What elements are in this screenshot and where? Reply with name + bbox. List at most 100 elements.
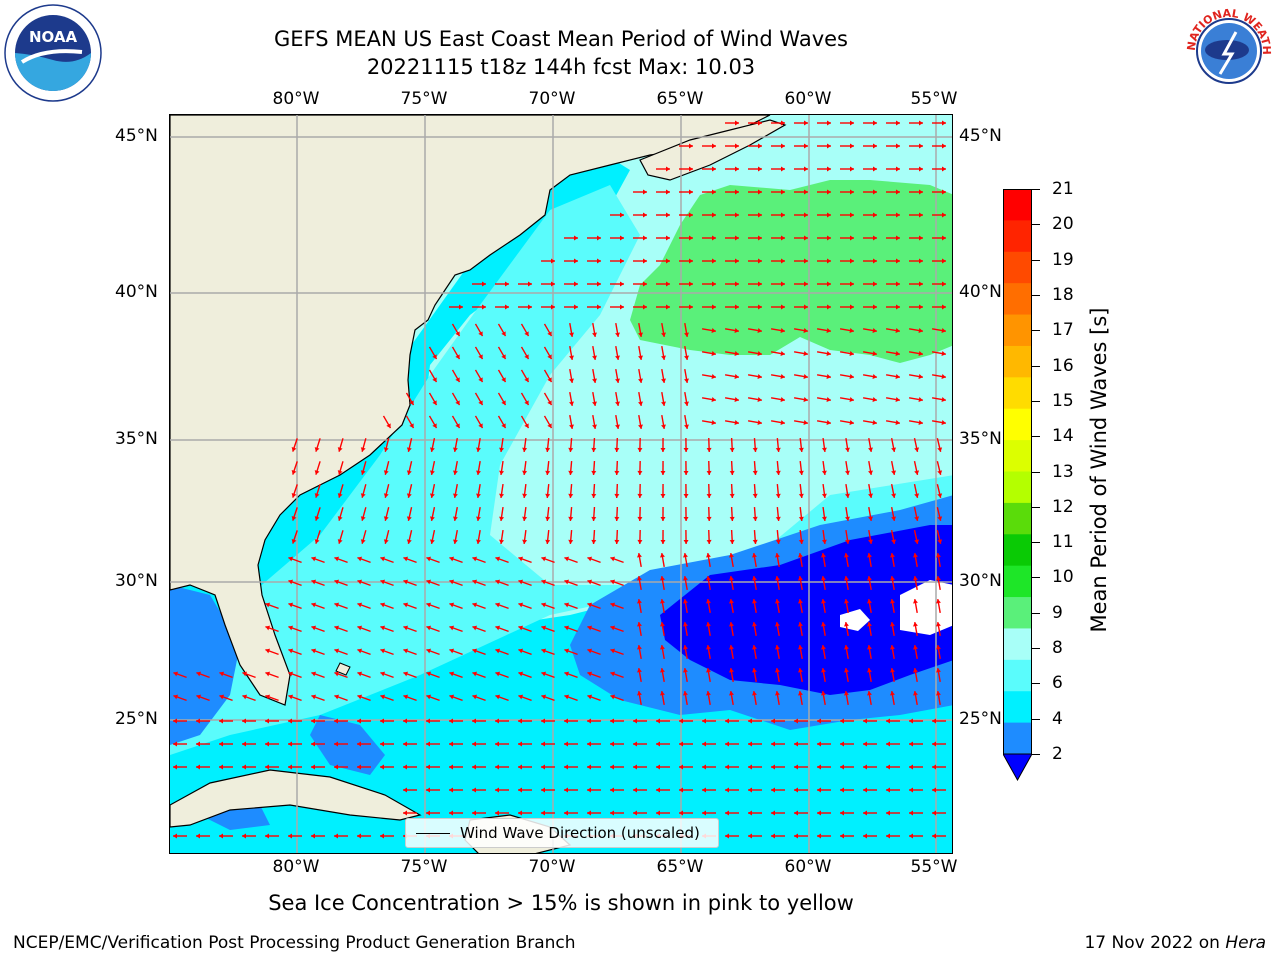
wave-direction-arrowhead — [541, 694, 547, 700]
wave-direction-arrowhead — [426, 625, 432, 631]
wave-direction-arrowhead — [541, 741, 545, 747]
wave-direction-arrowhead — [868, 539, 873, 544]
wave-direction-arrowhead — [591, 470, 597, 475]
wave-direction-arrowhead — [729, 668, 734, 673]
wave-direction-arrowhead — [748, 764, 752, 770]
wave-direction-arrowhead — [495, 810, 499, 816]
date-label: 17 Nov 2022 on — [1084, 933, 1226, 953]
wave-direction-arrowhead — [334, 833, 338, 839]
wave-direction-arrowhead — [942, 212, 946, 218]
wave-direction-arrowhead — [872, 420, 877, 425]
wave-direction-arrowhead — [429, 493, 435, 498]
wave-direction-arrowhead — [482, 304, 486, 310]
wave-direction-arrowhead — [242, 718, 246, 724]
wave-direction-arrowhead — [840, 833, 844, 839]
wave-direction-arrowhead — [452, 447, 458, 452]
wave-direction-arrowhead — [932, 764, 936, 770]
colorbar-tick-mark — [1032, 224, 1040, 226]
colorbar-segment — [1003, 565, 1032, 598]
wave-direction-arrowhead — [914, 516, 920, 521]
wave-direction-arrowhead — [758, 212, 762, 218]
wave-direction-arrowhead — [643, 189, 647, 195]
wave-direction-arrowhead — [541, 718, 545, 724]
wave-direction-arrowhead — [803, 420, 808, 425]
colorbar-tick-mark — [1032, 471, 1040, 473]
wave-direction-arrowhead — [873, 258, 877, 264]
wave-direction-arrowhead — [849, 397, 854, 402]
wave-direction-arrowhead — [426, 810, 430, 816]
wave-direction-arrowhead — [757, 351, 762, 356]
wave-direction-arrowhead — [913, 645, 918, 650]
colorbar-tick-label: 21 — [1052, 179, 1074, 199]
wave-direction-arrowhead — [891, 516, 897, 521]
wave-direction-arrowhead — [587, 556, 593, 562]
wave-direction-arrowhead — [891, 470, 897, 475]
wave-direction-arrowhead — [426, 718, 430, 724]
wave-direction-arrowhead — [683, 553, 688, 558]
wave-direction-arrowhead — [804, 235, 808, 241]
wave-direction-arrowhead — [758, 166, 762, 172]
wave-direction-arrowhead — [173, 833, 177, 839]
wave-direction-arrowhead — [541, 579, 547, 585]
wave-period-map — [170, 115, 952, 853]
wave-direction-arrowhead — [449, 556, 455, 562]
wave-direction-arrowhead — [919, 189, 923, 195]
wave-direction-arrowhead — [872, 351, 877, 356]
wave-direction-arrowhead — [564, 694, 570, 700]
wave-direction-arrowhead — [449, 579, 455, 585]
wave-direction-arrowhead — [643, 212, 647, 218]
wave-direction-arrowhead — [781, 281, 785, 287]
wave-direction-arrowhead — [850, 120, 854, 126]
wave-direction-arrowhead — [592, 332, 597, 337]
wave-direction-arrowhead — [406, 516, 412, 521]
colorbar-tick-mark — [1032, 259, 1040, 261]
wave-direction-arrowhead — [406, 539, 412, 544]
colorbar-segment — [1003, 471, 1032, 504]
colorbar-tick-label: 19 — [1052, 249, 1074, 270]
date-host: Hera — [1225, 933, 1266, 953]
wave-direction-arrowhead — [804, 212, 808, 218]
colorbar-tick-mark — [1032, 330, 1040, 332]
wave-direction-arrowhead — [729, 470, 735, 475]
wave-direction-arrowhead — [798, 539, 804, 544]
wave-direction-arrowhead — [729, 493, 735, 498]
colorbar-segment — [1003, 377, 1032, 410]
wave-direction-arrowhead — [827, 258, 831, 264]
wave-direction-arrowhead — [771, 787, 775, 793]
noaa-logo: NOAA — [4, 4, 102, 102]
wave-direction-arrowhead — [597, 281, 601, 287]
wave-direction-arrowhead — [683, 493, 689, 498]
wave-direction-arrowhead — [638, 424, 643, 429]
wave-direction-arrowhead — [666, 189, 670, 195]
wave-direction-arrowhead — [574, 235, 578, 241]
wave-direction-arrowhead — [936, 691, 941, 696]
wave-direction-arrowhead — [844, 691, 849, 696]
wave-direction-arrowhead — [620, 281, 624, 287]
lat-label-right-40n: 40°N — [959, 282, 1002, 302]
wave-direction-arrowhead — [712, 143, 716, 149]
wave-direction-arrowhead — [752, 447, 758, 452]
svg-text:NOAA: NOAA — [29, 28, 78, 46]
wave-direction-arrowhead — [219, 694, 225, 700]
wave-direction-arrowhead — [291, 516, 297, 521]
wave-direction-arrowhead — [683, 645, 688, 650]
wave-direction-arrowhead — [311, 579, 317, 585]
wave-direction-arrowhead — [873, 166, 877, 172]
wave-direction-arrowhead — [591, 447, 597, 452]
wave-direction-arrowhead — [844, 599, 849, 604]
wave-direction-arrowhead — [689, 189, 693, 195]
wave-direction-arrowhead — [541, 556, 547, 562]
wave-direction-arrowhead — [380, 741, 384, 747]
wave-direction-arrowhead — [712, 166, 716, 172]
wave-direction-arrowhead — [794, 718, 798, 724]
wave-direction-arrowhead — [919, 258, 923, 264]
colorbar-tick-label: 10 — [1052, 567, 1074, 588]
wave-direction-arrowhead — [449, 741, 453, 747]
wave-direction-arrowhead — [867, 691, 872, 696]
colorbar-tick-mark — [1032, 648, 1040, 650]
wave-direction-arrowhead — [932, 741, 936, 747]
wave-direction-arrowhead — [291, 470, 297, 475]
wave-direction-arrowhead — [844, 447, 850, 452]
wave-direction-arrowhead — [919, 281, 923, 287]
wave-direction-arrowhead — [472, 718, 476, 724]
